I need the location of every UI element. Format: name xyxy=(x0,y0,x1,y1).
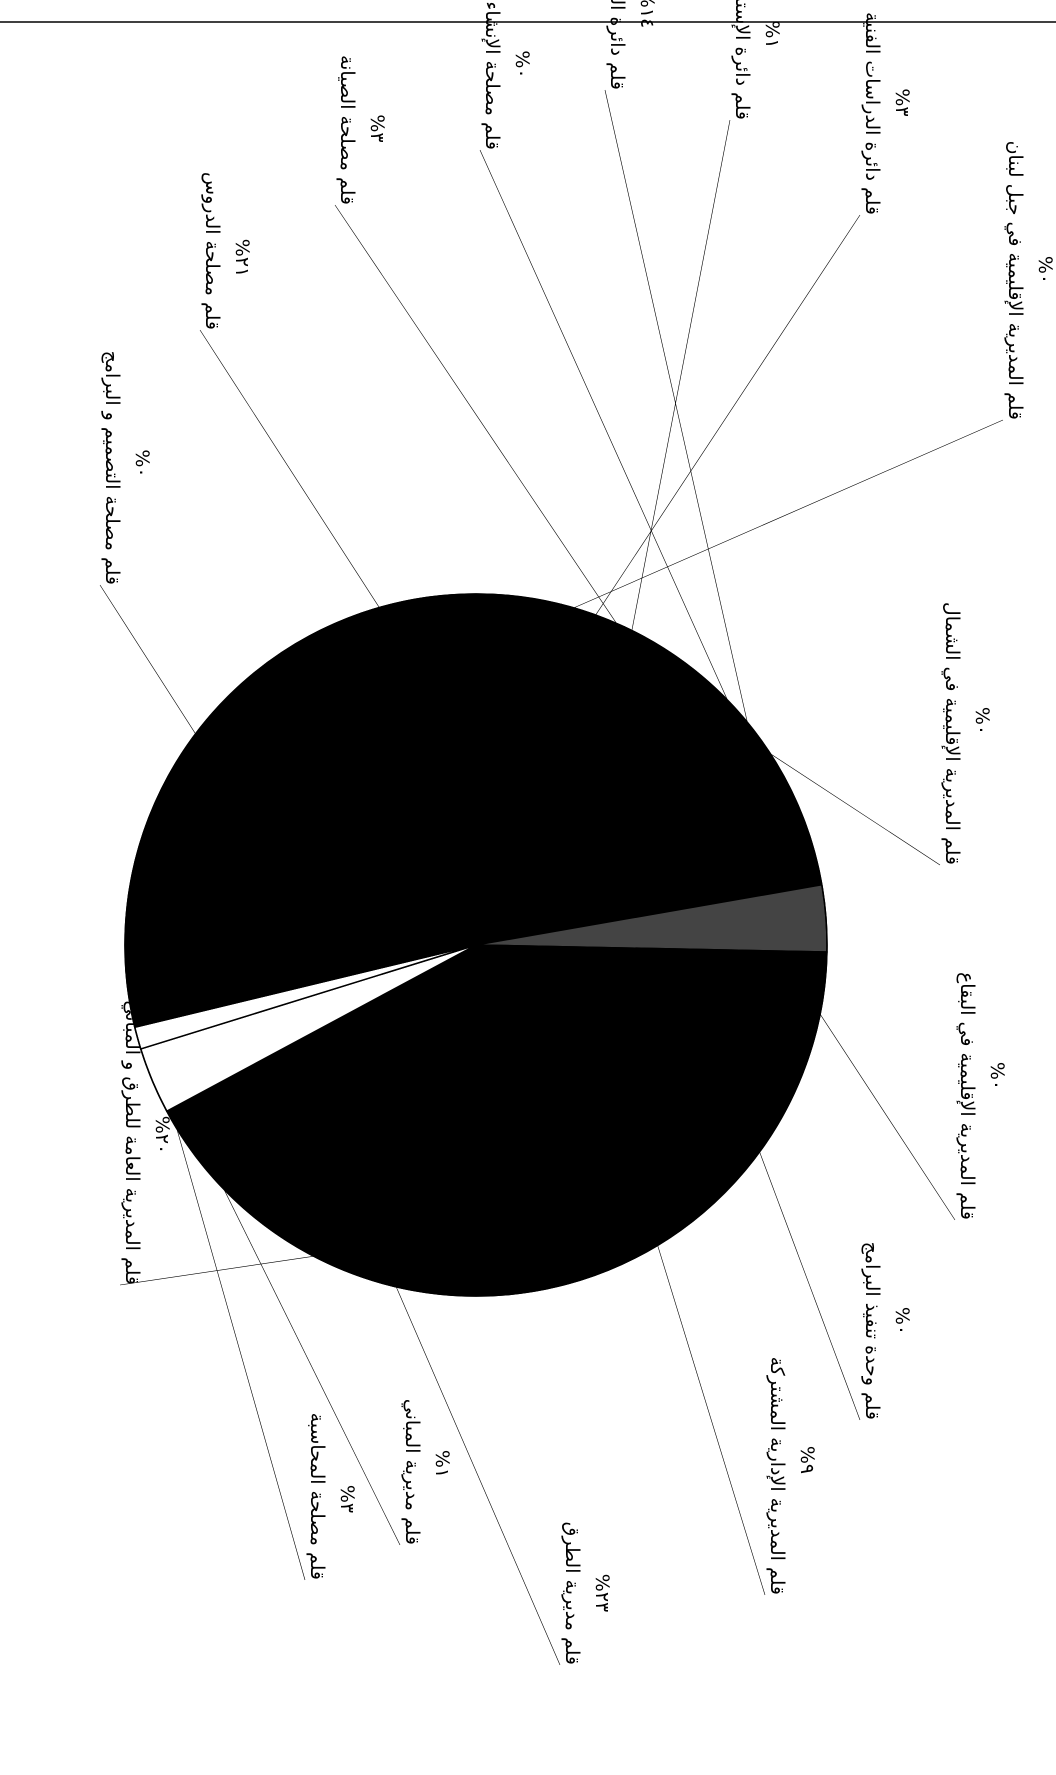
leader-line-9 xyxy=(161,1076,306,1581)
slice-label-percent: %٢١ xyxy=(231,239,253,277)
slice-label-0: قلم المديرية الإقليمية في جبل لبنان %٠ xyxy=(1004,141,1056,420)
slice-label-name: قلم مصلحة المحاسبة xyxy=(306,1413,328,1580)
leader-line-8 xyxy=(119,1253,333,1286)
leader-line-1 xyxy=(589,214,861,625)
slice-label-10: قلم مديرية المباني %١ xyxy=(401,1399,453,1545)
slice-label-percent: %٠ xyxy=(1034,256,1056,284)
slice-label-percent: %١ xyxy=(761,20,783,48)
slice-label-percent: %٠ xyxy=(891,1307,913,1335)
slice-label-percent: %١٤ xyxy=(636,0,658,28)
slice-label-13: قلم وحدة تنفيذ البرامج %٠ xyxy=(861,1242,913,1420)
slice-label-name: قلم مصلحة الدروس xyxy=(201,172,223,330)
slice-label-name: قلم مديرية المباني xyxy=(401,1399,423,1545)
slice-label-3: قلم دائرة المشاريع %١٤ xyxy=(606,0,658,90)
leader-line-2 xyxy=(629,119,731,642)
slice-label-percent: %٣ xyxy=(891,88,913,116)
slice-label-2: قلم دائرة الإستملاك %١ xyxy=(731,0,783,120)
slice-label-percent: %٠ xyxy=(511,50,533,78)
slice-labels: قلم المديرية الإقليمية في جبل لبنان %٠قلم… xyxy=(101,0,1056,1665)
leader-line-0 xyxy=(558,419,1004,615)
slice-label-name: قلم المديرية الإقليمية في الشمال xyxy=(941,602,963,865)
slice-label-5: قلم مصلحة الصيانة %٣ xyxy=(336,55,388,205)
slice-label-name: قلم مصلحة الإنشاءات xyxy=(481,0,503,150)
slice-label-4: قلم مصلحة الإنشاءات %٠ xyxy=(481,0,533,150)
slice-label-percent: %٢٣ xyxy=(591,1574,613,1612)
slice-label-14: قلم المديرية الإقليمية في البقاع %٠ xyxy=(956,972,1008,1220)
slice-label-percent: %٠ xyxy=(986,1062,1008,1090)
slice-label-9: قلم مصلحة المحاسبة %٣ xyxy=(306,1413,358,1580)
slice-label-name: قلم مديرية الطرق xyxy=(561,1522,583,1665)
slice-label-name: قلم مصلحة التصميم و البرامج xyxy=(101,351,123,585)
slice-label-15: قلم المديرية الإقليمية في الشمال %٠ xyxy=(941,602,993,865)
slice-label-percent: %٢٠ xyxy=(151,1116,173,1154)
leader-line-3 xyxy=(604,89,754,747)
slice-label-12: قلم المديرية الإدارية المشتركة %٩ xyxy=(766,1357,818,1595)
slice-label-name: قلم المديرية الإقليمية في البقاع xyxy=(956,972,978,1220)
slice-label-percent: %١ xyxy=(431,1450,453,1478)
slice-label-percent: %٠ xyxy=(131,449,153,477)
slice-label-name: قلم المديرية الإدارية المشتركة xyxy=(766,1357,788,1595)
slice-label-percent: %٠ xyxy=(971,707,993,735)
slice-label-6: قلم مصلحة الدروس %٢١ xyxy=(201,172,253,330)
slice-label-percent: %٣ xyxy=(366,114,388,142)
slice-label-name: قلم دائرة الإستملاك xyxy=(731,0,753,120)
slice-label-name: قلم دائرة الدراسات الفنية xyxy=(861,12,883,215)
slice-label-7: قلم مصلحة التصميم و البرامج %٠ xyxy=(101,351,153,585)
slice-label-8: قلم المديرية العامة للطرق و المباني %٢٠ xyxy=(121,1000,173,1285)
slice-label-name: قلم مصلحة الصيانة xyxy=(336,55,358,205)
slice-label-name: قلم وحدة تنفيذ البرامج xyxy=(861,1242,883,1420)
pie-slices xyxy=(124,593,828,1297)
slice-label-1: قلم دائرة الدراسات الفنية %٣ xyxy=(861,12,913,215)
slice-label-percent: %٩ xyxy=(796,1446,818,1474)
slice-label-name: قلم دائرة المشاريع xyxy=(606,0,628,90)
slice-label-name: قلم المديرية الإقليمية في جبل لبنان xyxy=(1004,141,1026,420)
slice-label-11: قلم مديرية الطرق %٢٣ xyxy=(561,1522,613,1665)
slice-label-name: قلم المديرية العامة للطرق و المباني xyxy=(121,1000,143,1285)
pie-outline xyxy=(124,593,828,1297)
slice-label-percent: %٣ xyxy=(336,1485,358,1513)
